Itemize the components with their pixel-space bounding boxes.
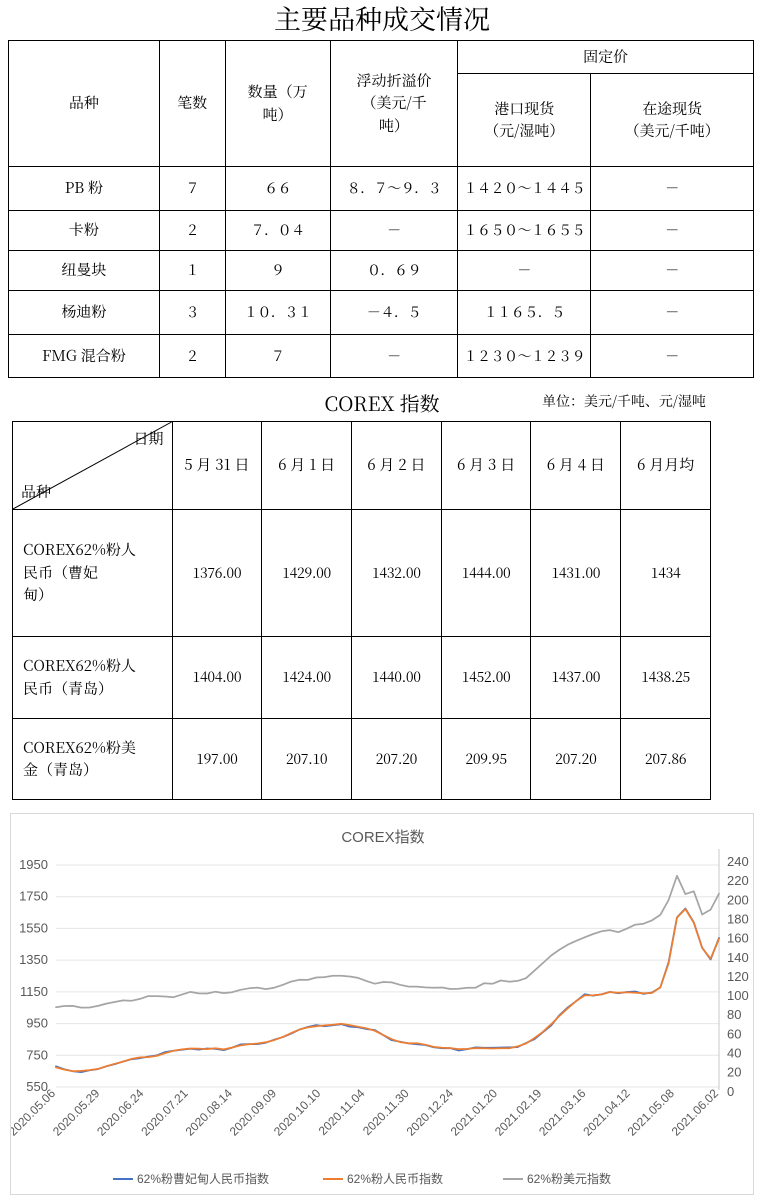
svg-text:2020.10.10: 2020.10.10	[271, 1086, 324, 1139]
svg-text:100: 100	[727, 988, 749, 1003]
svg-text:62%粉美元指数: 62%粉美元指数	[527, 1171, 611, 1186]
svg-text:62%粉人民币指数: 62%粉人民币指数	[347, 1171, 443, 1186]
svg-text:2020.08.14: 2020.08.14	[183, 1086, 236, 1139]
svg-text:200: 200	[727, 892, 749, 907]
svg-text:220: 220	[727, 873, 749, 888]
svg-text:20: 20	[727, 1065, 741, 1080]
svg-text:COREX指数: COREX指数	[341, 829, 424, 846]
svg-text:2021.03.16: 2021.03.16	[536, 1086, 589, 1139]
svg-text:950: 950	[26, 1016, 48, 1031]
svg-text:2020.12.24: 2020.12.24	[404, 1086, 457, 1139]
svg-text:2021.02.19: 2021.02.19	[492, 1086, 545, 1139]
svg-text:1150: 1150	[20, 984, 48, 999]
svg-text:2020.09.09: 2020.09.09	[227, 1086, 280, 1139]
svg-text:240: 240	[727, 854, 749, 869]
svg-text:750: 750	[26, 1047, 48, 1062]
svg-text:140: 140	[727, 950, 749, 965]
svg-text:160: 160	[727, 931, 749, 946]
svg-text:2020.11.04: 2020.11.04	[316, 1086, 368, 1138]
svg-text:40: 40	[727, 1046, 741, 1061]
svg-text:2021.01.20: 2021.01.20	[448, 1086, 501, 1139]
svg-text:1750: 1750	[19, 889, 48, 904]
svg-text:180: 180	[727, 911, 749, 926]
svg-text:80: 80	[727, 1007, 741, 1022]
svg-text:60: 60	[727, 1026, 741, 1041]
svg-text:120: 120	[727, 969, 749, 984]
svg-text:0: 0	[727, 1084, 734, 1099]
svg-text:2021.06.02: 2021.06.02	[669, 1086, 722, 1139]
svg-text:2020.06.24: 2020.06.24	[94, 1086, 147, 1139]
svg-text:2020.07.21: 2020.07.21	[138, 1086, 191, 1139]
svg-text:1350: 1350	[19, 952, 48, 967]
svg-text:2020.05.29: 2020.05.29	[50, 1086, 103, 1139]
svg-text:2021.04.12: 2021.04.12	[580, 1086, 633, 1139]
svg-text:62%粉曹妃甸人民币指数: 62%粉曹妃甸人民币指数	[137, 1171, 269, 1186]
svg-text:1950: 1950	[19, 857, 48, 872]
svg-text:2021.05.08: 2021.05.08	[625, 1086, 678, 1139]
svg-text:1550: 1550	[19, 920, 48, 935]
